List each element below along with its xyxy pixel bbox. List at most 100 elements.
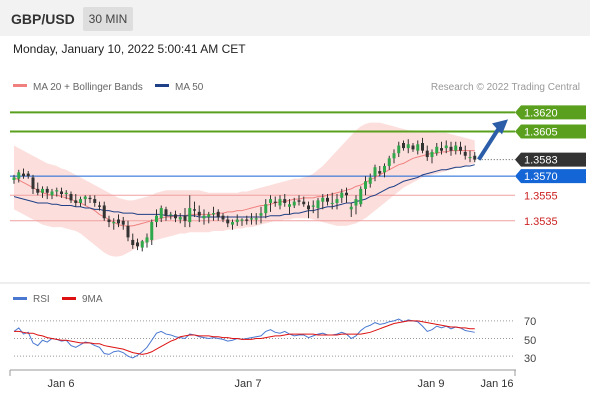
- candle-body: [273, 201, 277, 203]
- candle-body: [107, 219, 111, 223]
- ma50-line: [13, 164, 475, 218]
- candle-body: [183, 215, 187, 221]
- candle-body: [93, 199, 97, 203]
- candle-body: [121, 220, 125, 225]
- candle-body: [402, 143, 405, 149]
- pivot-tag-label: 1.3570: [524, 171, 558, 183]
- candle-body: [411, 145, 415, 150]
- ma20-legend-label: MA 20 + Bollinger Bands: [33, 82, 143, 93]
- candle-body: [383, 165, 386, 173]
- candle-body: [79, 199, 82, 203]
- candle-body: [22, 173, 25, 177]
- candle-body: [378, 171, 382, 174]
- bollinger-band: [14, 122, 475, 257]
- candle-body: [60, 191, 63, 195]
- candle-body: [231, 222, 234, 225]
- candle-body: [212, 213, 215, 215]
- candle-body: [88, 197, 92, 200]
- ma20-legend-swatch: [13, 84, 27, 87]
- candle-body: [278, 199, 282, 206]
- candle-body: [292, 201, 296, 206]
- rsi-ma-legend-swatch: [62, 297, 76, 300]
- candle-body: [449, 146, 453, 151]
- candle-body: [473, 155, 477, 160]
- candle-body: [174, 214, 177, 219]
- candle-body: [468, 157, 472, 159]
- candle-body: [321, 197, 325, 202]
- candle-body: [459, 146, 462, 151]
- candle-body: [397, 145, 401, 154]
- candle-body: [117, 219, 120, 224]
- candle-body: [335, 199, 339, 203]
- candle-body: [197, 211, 201, 216]
- rsi-tick-50: 50: [524, 335, 536, 347]
- candle-body: [316, 200, 320, 209]
- candle-body: [150, 222, 154, 240]
- x-tick-jan16: Jan 16: [480, 378, 513, 390]
- candle-body: [102, 205, 106, 219]
- candle-body: [311, 205, 315, 207]
- rsi-legend-swatch: [13, 297, 27, 300]
- candle-body: [12, 177, 16, 180]
- pair-title: GBP/USD: [11, 11, 75, 27]
- candle-body: [340, 192, 344, 198]
- candle-body: [359, 188, 363, 205]
- candle-body: [406, 144, 410, 149]
- x-tick-jan6: Jan 6: [48, 378, 75, 390]
- candle-body: [264, 204, 268, 214]
- candle-body: [269, 199, 272, 203]
- candle-body: [155, 215, 158, 223]
- rsi-ma-line: [14, 320, 475, 355]
- candle-body: [392, 153, 396, 159]
- candle-body: [283, 199, 287, 203]
- resistance-1-tag-label: 1.3605: [524, 127, 558, 139]
- candle-body: [98, 205, 101, 207]
- candle-body: [202, 215, 206, 219]
- ma50-legend-label: MA 50: [175, 82, 204, 93]
- x-tick-jan9: Jan 9: [418, 378, 445, 390]
- candle-body: [36, 188, 40, 193]
- candle-body: [430, 151, 434, 158]
- resistance-2-tag-label: 1.3620: [524, 107, 558, 119]
- rsi-tick-70: 70: [524, 316, 536, 328]
- candle-body: [345, 192, 348, 196]
- candle-body: [131, 239, 135, 246]
- candle-body: [159, 208, 163, 219]
- candle-body: [45, 188, 49, 193]
- candle-body: [74, 200, 78, 203]
- forecast-arrow-shaft: [477, 125, 502, 161]
- candle-body: [126, 225, 130, 238]
- candle-body: [136, 242, 139, 247]
- candle-body: [193, 209, 196, 211]
- candle-body: [145, 237, 149, 243]
- candle-body: [435, 146, 439, 154]
- last-price-tag-bg: [515, 152, 586, 167]
- candle-body: [178, 216, 182, 220]
- candle-body: [349, 206, 353, 210]
- timeframe-badge[interactable]: 30 MIN: [83, 7, 133, 31]
- last-price-tag-label: 1.3583: [524, 155, 558, 167]
- rsi-ma-legend-label: 9MA: [82, 294, 103, 305]
- candle-body: [368, 177, 372, 184]
- candle-body: [140, 241, 144, 248]
- candle-body: [169, 214, 173, 216]
- candle-body: [307, 205, 310, 210]
- pivot-tag-bg: [515, 169, 586, 184]
- candle-body: [245, 219, 249, 221]
- candle-body: [416, 144, 420, 151]
- candle-body: [254, 218, 258, 220]
- candle-body: [221, 215, 225, 220]
- candle-body: [463, 151, 467, 156]
- ma50-legend-swatch: [155, 84, 169, 87]
- candle-body: [354, 199, 358, 206]
- candle-body: [454, 145, 458, 151]
- candle-body: [387, 158, 391, 166]
- candle-body: [164, 209, 168, 216]
- candle-body: [373, 167, 377, 177]
- candle-body: [425, 150, 429, 158]
- candle-body: [188, 208, 192, 223]
- resistance-1-tag-bg: [515, 124, 586, 139]
- forecast-arrow-head: [492, 119, 508, 135]
